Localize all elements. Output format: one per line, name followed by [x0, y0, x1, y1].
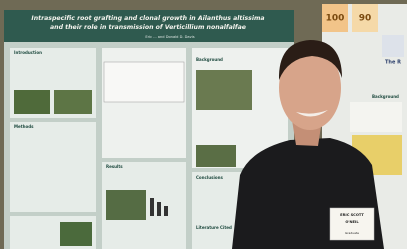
- photo-inset: [54, 90, 92, 114]
- photo-inset: [60, 222, 92, 246]
- badge-text: 100: [326, 14, 345, 24]
- diagram: [104, 62, 184, 102]
- photo: 100 90 The R Background Intraspecific ro…: [0, 0, 407, 249]
- text-block: [350, 102, 402, 132]
- photo-inset: [14, 90, 50, 114]
- section-heading: Results: [106, 164, 123, 169]
- section-heading: Background: [196, 57, 223, 62]
- poster-title: Intraspecific root grafting and clonal g…: [31, 14, 264, 22]
- photo-inset: [106, 190, 146, 220]
- poster-title: and their role in transmission of Vertic…: [50, 23, 246, 31]
- photo-inset: [196, 70, 252, 110]
- name-tag-text: O'NEIL: [345, 220, 359, 224]
- photo-inset: [196, 145, 236, 167]
- badge-text: 90: [359, 14, 372, 24]
- right-title: The R: [385, 60, 401, 66]
- bar-icon: [150, 198, 154, 216]
- name-tag-text: ERIC SCOTT: [340, 213, 364, 217]
- section-heading: Methods: [14, 124, 34, 129]
- section-heading: Conclusions: [196, 175, 223, 180]
- logo: [382, 35, 404, 57]
- right-heading: Background: [372, 94, 399, 99]
- bar-icon: [157, 202, 161, 216]
- bar-icon: [164, 206, 168, 216]
- poster-authors: Eric ... and Donald D. Davis: [145, 35, 194, 39]
- section-heading: Literature Cited: [196, 225, 232, 230]
- name-tag-text: Graduate: [345, 231, 359, 235]
- section-heading: Introduction: [14, 50, 42, 55]
- column-block: [10, 122, 96, 212]
